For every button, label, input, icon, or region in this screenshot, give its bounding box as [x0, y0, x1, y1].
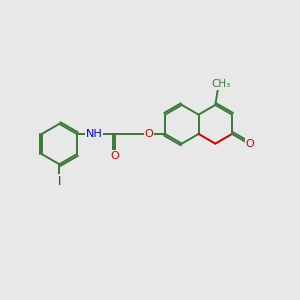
Text: O: O [245, 139, 254, 149]
Text: O: O [144, 129, 153, 139]
Text: CH₃: CH₃ [211, 79, 230, 89]
Text: I: I [58, 175, 61, 188]
Text: O: O [110, 151, 119, 161]
Text: NH: NH [86, 129, 103, 139]
